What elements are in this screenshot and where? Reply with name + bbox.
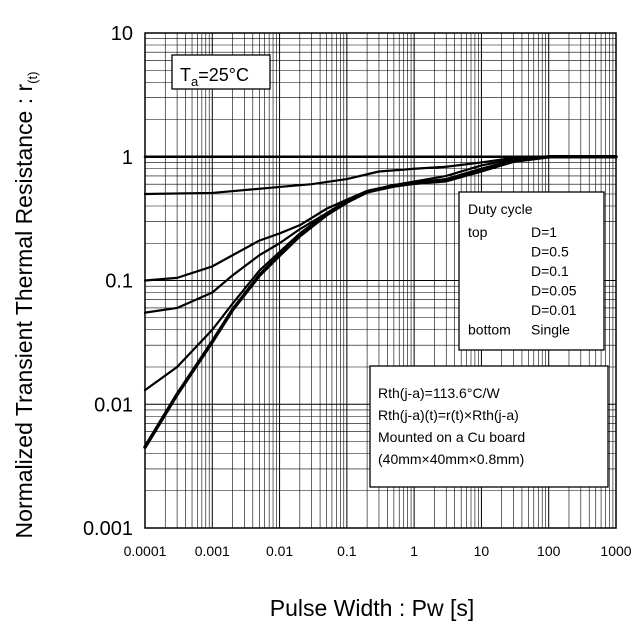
y-tick-label: 0.1 — [105, 271, 133, 293]
legend-entry: D=0.01 — [531, 302, 577, 318]
note-line-2: Rth(j-a)(t)=r(t)×Rth(j-a) — [378, 407, 519, 423]
x-tick-label: 1 — [410, 543, 418, 559]
x-tick-label: 1000 — [600, 543, 631, 559]
condition-main: T — [180, 65, 191, 85]
y-tick-label: 0.001 — [83, 518, 133, 540]
series-lines — [143, 155, 618, 449]
temperature-condition: Ta=25°C — [171, 54, 271, 90]
condition-rest: =25°C — [198, 65, 249, 85]
notes-box: Rth(j-a)=113.6°C/W Rth(j-a)(t)=r(t)×Rth(… — [369, 365, 609, 488]
legend-entry: Single — [531, 322, 570, 338]
note-line-4: (40mm×40mm×0.8mm) — [378, 451, 524, 467]
x-axis-title: Pulse Width : Pw [s] — [270, 595, 475, 621]
legend-title: Duty cycle — [468, 201, 533, 217]
y-tick-label: 1 — [122, 147, 133, 169]
y-tick-label: 0.01 — [94, 394, 133, 416]
legend-entry: D=1 — [531, 224, 557, 240]
y-axis-title: Normalized Transient Thermal Resistance … — [11, 72, 40, 539]
x-tick-label: 10 — [474, 543, 490, 559]
x-tick-label: 0.1 — [337, 543, 357, 559]
y-tick-label: 10 — [111, 23, 133, 45]
legend-entry: D=0.1 — [531, 263, 569, 279]
plot-frame — [144, 32, 617, 529]
y-tick-labels: 10 1 0.1 0.01 0.001 — [83, 23, 133, 540]
x-tick-label: 0.01 — [266, 543, 293, 559]
legend-entry: D=0.5 — [531, 244, 569, 260]
y-axis-title-main: Normalized Transient Thermal Resistance … — [11, 83, 37, 538]
series-line — [143, 155, 618, 282]
x-tick-label: 0.0001 — [124, 543, 167, 559]
series-line — [143, 155, 618, 449]
svg-text:Ta=25°C: Ta=25°C — [180, 65, 249, 89]
y-axis-title-sub: (t) — [25, 72, 40, 84]
x-tick-label: 0.001 — [195, 543, 230, 559]
legend-position-label: bottom — [468, 322, 511, 338]
legend-position-label: top — [468, 224, 488, 240]
condition-sub: a — [191, 74, 199, 89]
legend-entry: D=0.05 — [531, 283, 577, 299]
x-tick-label: 100 — [537, 543, 561, 559]
legend: Duty cycle top D=1 D=0.5 D=0.1 D=0.05 D=0.01 b… — [458, 191, 605, 351]
x-tick-labels: 0.0001 0.001 0.01 0.1 1 10 100 1000 — [124, 543, 632, 559]
note-line-1: Rth(j-a)=113.6°C/W — [378, 385, 500, 401]
note-line-3: Mounted on a Cu board — [378, 429, 525, 445]
